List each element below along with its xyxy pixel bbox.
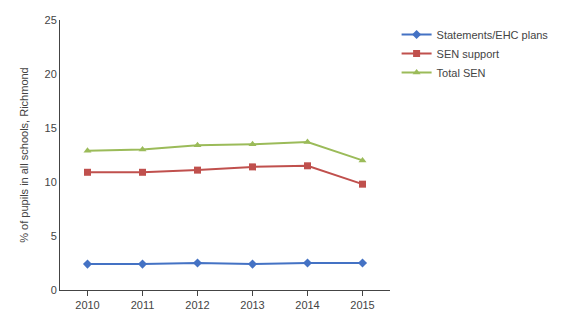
svg-text:5: 5 (51, 230, 57, 242)
svg-text:2012: 2012 (185, 299, 209, 311)
svg-text:Total SEN: Total SEN (437, 67, 486, 79)
svg-text:% of pupils in all schools, Ri: % of pupils in all schools, Richmond (18, 67, 30, 242)
svg-text:2015: 2015 (350, 299, 374, 311)
svg-text:2010: 2010 (75, 299, 99, 311)
svg-text:2013: 2013 (240, 299, 264, 311)
svg-text:15: 15 (45, 122, 57, 134)
svg-text:SEN support: SEN support (437, 48, 499, 60)
svg-text:2011: 2011 (131, 299, 155, 311)
svg-text:0: 0 (51, 284, 57, 296)
svg-text:2014: 2014 (295, 299, 319, 311)
svg-text:Statements/EHC plans: Statements/EHC plans (437, 29, 549, 41)
svg-text:20: 20 (45, 68, 57, 80)
svg-text:10: 10 (45, 176, 57, 188)
svg-text:25: 25 (45, 14, 57, 26)
